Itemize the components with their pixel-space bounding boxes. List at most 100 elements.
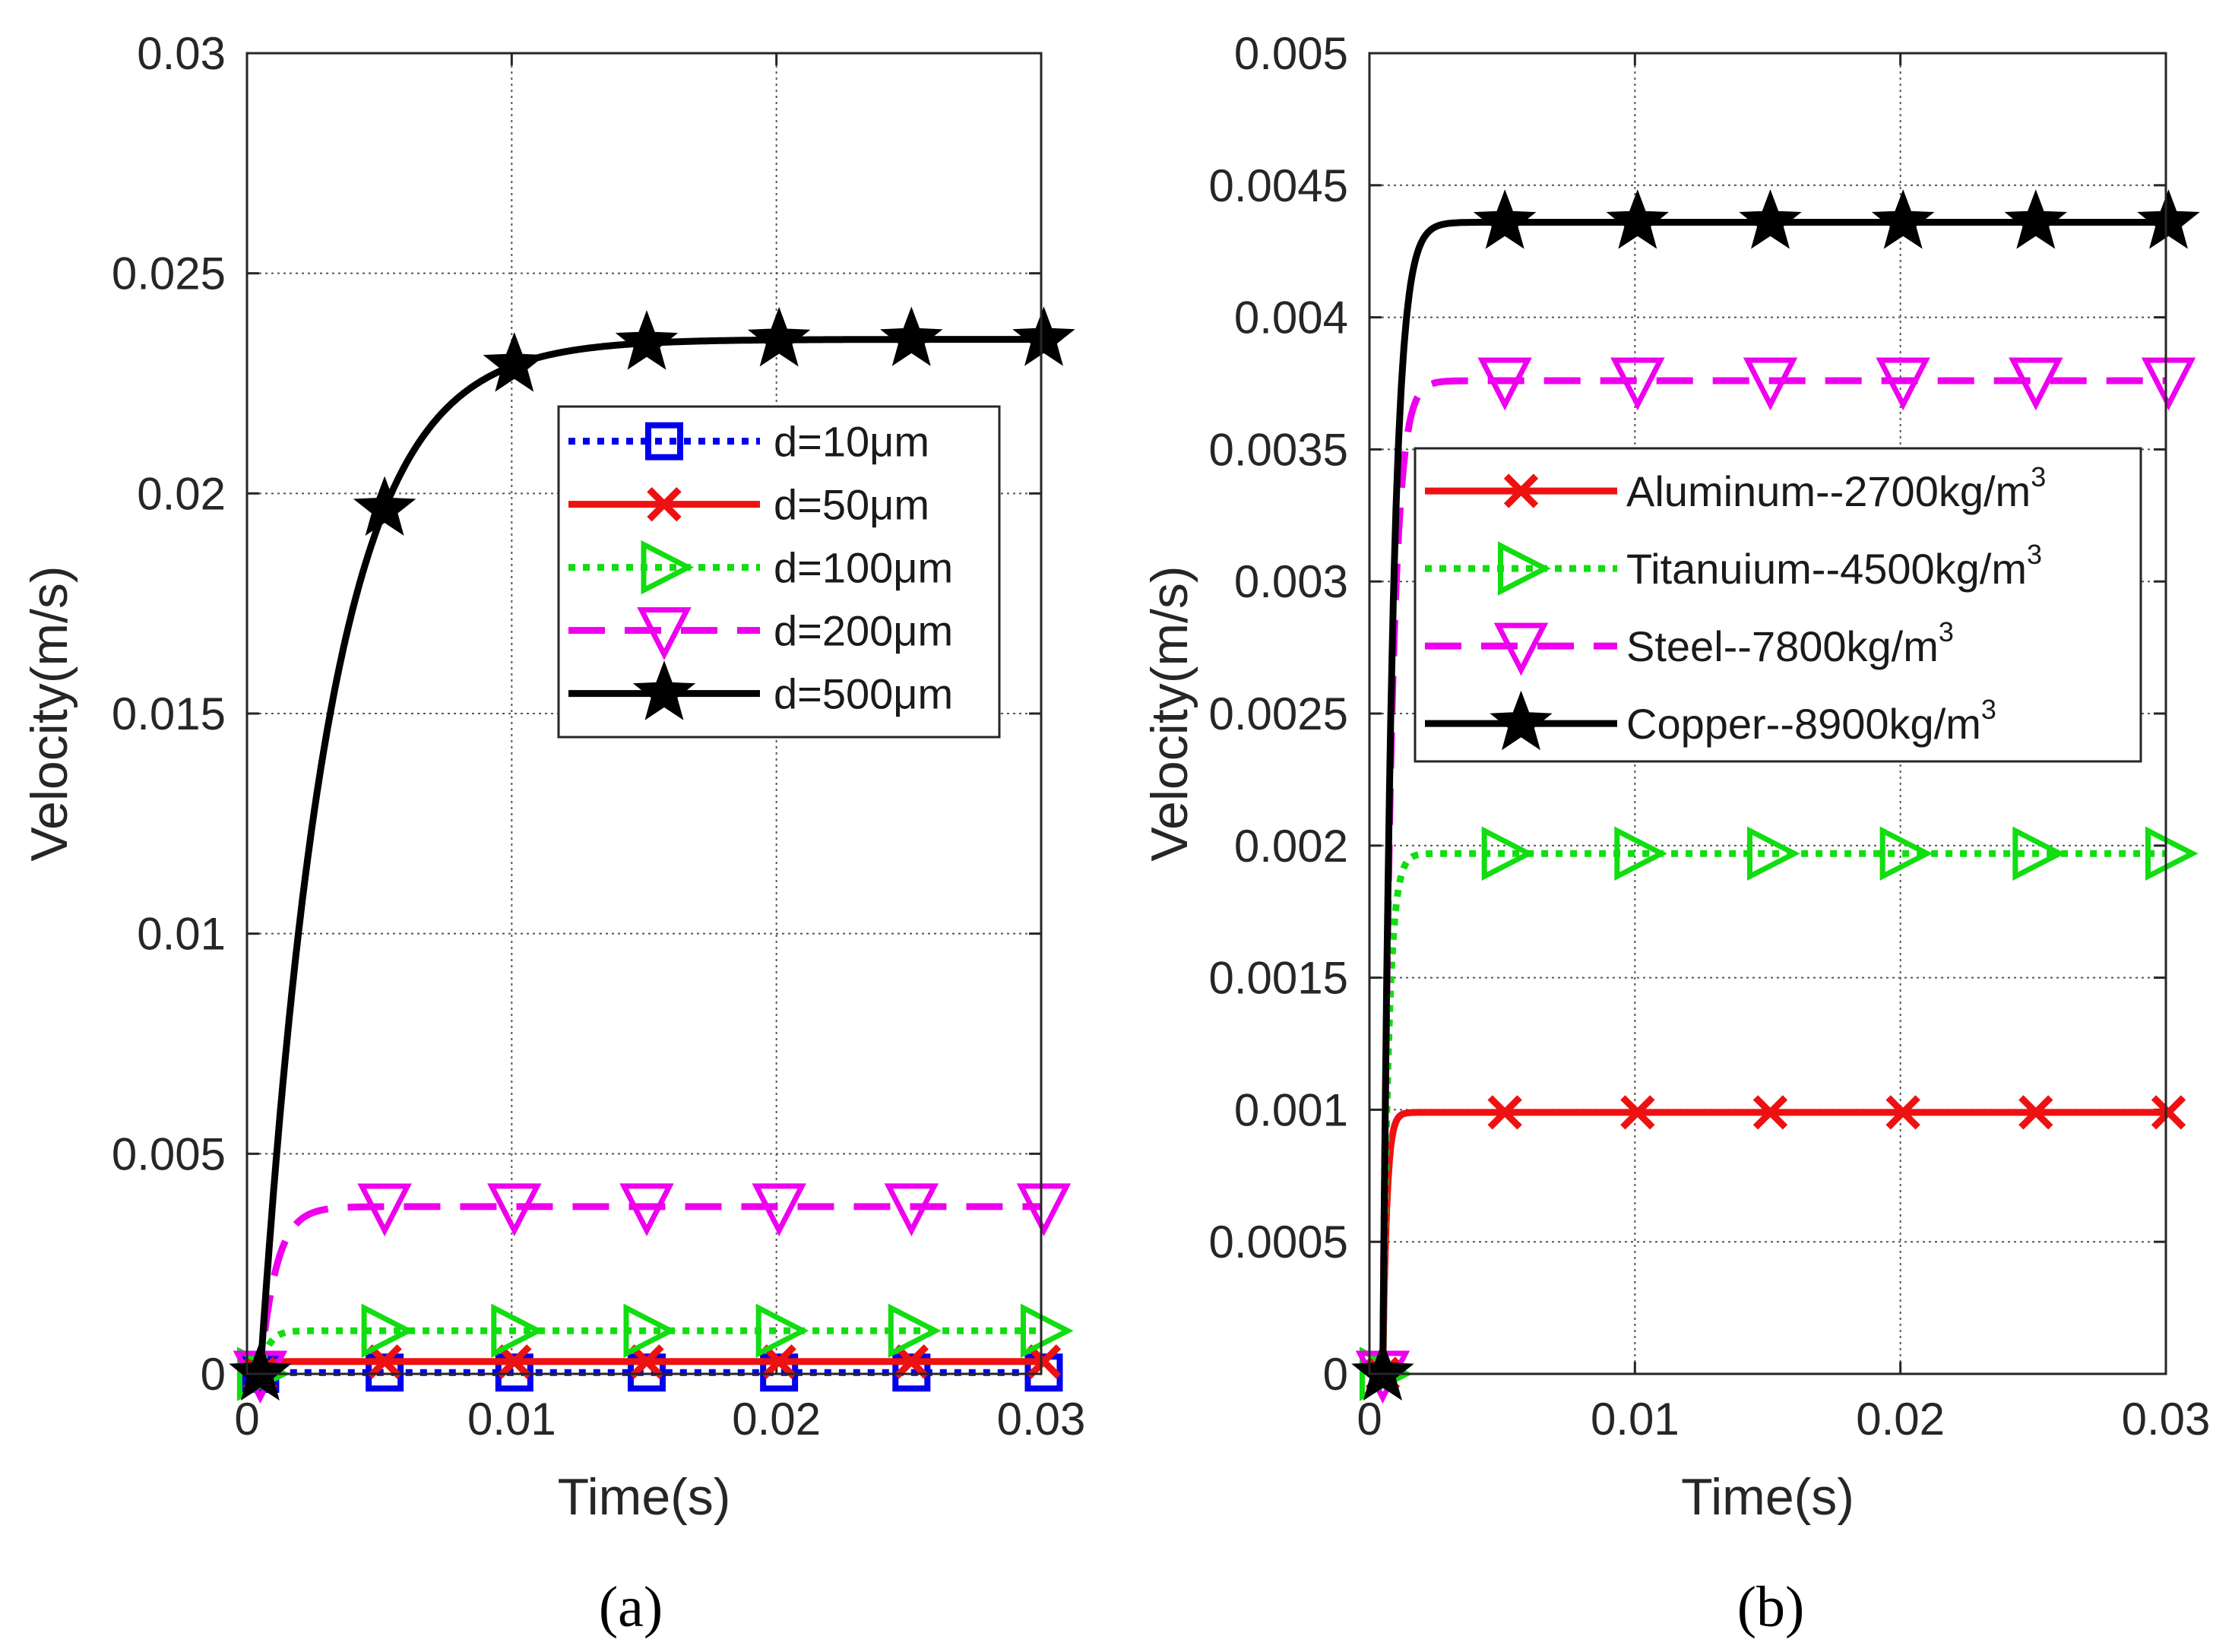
y-tick-label: 0: [201, 1349, 226, 1400]
series-marker: [888, 1303, 942, 1358]
legend-box: [1414, 447, 2142, 763]
series-marker: [1743, 357, 1798, 411]
series-marker: [1016, 1183, 1072, 1237]
x-tick-label: 0.02: [732, 1394, 821, 1445]
series-titanuium: [1359, 826, 2199, 1401]
series-marker: [623, 1303, 677, 1358]
legend-label: Titanuium--4500kg/m3: [1626, 539, 2042, 593]
legend-marker: [641, 540, 695, 595]
legend: Aluminum--2700kg/m3 Titanuium--4500kg/m3 S…: [1414, 447, 2142, 763]
series-marker: [1752, 1095, 1788, 1130]
y-tick-label: 0.004: [1234, 293, 1348, 343]
legend-entry: Steel--7800kg/m3: [1425, 616, 1954, 676]
legend-label: d=500μm: [774, 670, 953, 718]
legend-entry: Aluminum--2700kg/m3: [1425, 461, 2046, 515]
y-tick-label: 0.005: [1234, 28, 1348, 79]
y-tick-label: 0.025: [112, 248, 226, 299]
legend-label: d=10μm: [774, 418, 929, 466]
series-line: [1367, 850, 2168, 1378]
series-marker: [229, 1340, 292, 1401]
legend-label-superscript: 3: [1981, 694, 1996, 725]
series-group: [1351, 189, 2200, 1404]
y-tick-label: 0.01: [137, 909, 226, 960]
legend-marker: [1493, 622, 1549, 676]
series-marker: [2145, 826, 2199, 881]
chart-panel-b: 0 0.01 0.02 0.03 0 0.0005 0.001 0.0015 0.002 0.00…: [1141, 28, 2210, 1639]
legend-marker: [637, 607, 692, 660]
series-marker: [760, 1353, 799, 1392]
legend-entry: d=200μm: [568, 607, 953, 660]
legend-label: d=200μm: [774, 607, 953, 655]
series-marker: [629, 1344, 664, 1379]
x-axis-label: Time(s): [1681, 1468, 1854, 1526]
y-tick-label: 0.0035: [1208, 424, 1348, 475]
legend-entry: d=10μm: [568, 418, 929, 466]
series-marker: [1012, 306, 1075, 366]
series-steel: [1355, 357, 2196, 1404]
series-marker: [366, 1353, 404, 1392]
series-marker: [2004, 189, 2068, 249]
y-axis-label: Velocity(m/s): [1141, 565, 1198, 861]
series-marker: [619, 1183, 674, 1237]
series-marker: [1610, 357, 1665, 411]
legend-box: [557, 405, 1001, 739]
y-tick-label: 0.003: [1234, 556, 1348, 607]
y-tick-label: 0.0025: [1208, 688, 1348, 739]
series-marker: [1473, 189, 1537, 249]
legend-marker: [1490, 690, 1553, 751]
chart-panel-a: 0 0.01 0.02 0.03 0 0.005 0.01 0.015 0.02 0.025 0.0…: [21, 28, 1085, 1639]
legend-entry: d=100μm: [568, 540, 953, 595]
y-tick-label: 0: [1323, 1349, 1348, 1400]
legend-marker: [1503, 473, 1539, 508]
series-marker: [761, 1344, 796, 1379]
series-marker: [2009, 357, 2063, 411]
series-marker: [487, 1183, 542, 1237]
series-marker: [1487, 1095, 1522, 1130]
y-tick-label: 0.005: [112, 1128, 226, 1179]
series-marker: [357, 1183, 412, 1237]
series-marker: [755, 1303, 809, 1358]
series-marker: [491, 1303, 544, 1358]
legend-entry: Titanuium--4500kg/m3: [1425, 539, 2042, 596]
series-marker: [1020, 1303, 1074, 1358]
series-marker: [884, 1183, 939, 1237]
legend-marker: [647, 486, 682, 522]
series-marker: [1614, 826, 1668, 881]
series-marker: [1871, 189, 1935, 249]
series-marker: [1481, 826, 1535, 881]
y-tick-label: 0.001: [1234, 1084, 1348, 1135]
series-group: [229, 306, 1075, 1404]
series-marker: [894, 1344, 929, 1379]
series-marker: [892, 1353, 931, 1392]
series-marker: [1879, 826, 1933, 881]
series-line: [245, 1203, 1043, 1378]
series-marker: [627, 1353, 666, 1392]
series-marker: [2018, 1095, 2053, 1130]
series-line: [245, 1327, 1043, 1378]
series-marker: [495, 1353, 533, 1392]
series-marker: [1351, 1340, 1414, 1401]
y-tick-label: 0.015: [112, 688, 226, 739]
series-marker: [2151, 1095, 2186, 1130]
series-marker: [1606, 189, 1670, 249]
legend-marker: [632, 660, 696, 720]
series-marker: [615, 310, 679, 370]
y-tick-label: 0.02: [137, 468, 226, 519]
y-tick-label: 0.0045: [1208, 160, 1348, 211]
legend-label: Copper--8900kg/m3: [1626, 694, 1996, 748]
panel-caption: (a): [599, 1575, 663, 1639]
legend-marker: [645, 422, 683, 460]
x-tick-label: 0: [234, 1394, 259, 1445]
series-marker: [1620, 1095, 1655, 1130]
legend-entry: d=50μm: [568, 481, 929, 529]
series-marker: [497, 1344, 532, 1379]
series-marker: [367, 1344, 402, 1379]
series-marker: [2137, 189, 2200, 249]
legend-marker: [1498, 541, 1551, 596]
series-marker: [880, 306, 943, 366]
legend-label: Aluminum--2700kg/m3: [1626, 461, 2046, 515]
series-line: [1367, 377, 2168, 1378]
y-tick-label: 0.0005: [1208, 1217, 1348, 1267]
axes-frame: [1368, 52, 2167, 1375]
